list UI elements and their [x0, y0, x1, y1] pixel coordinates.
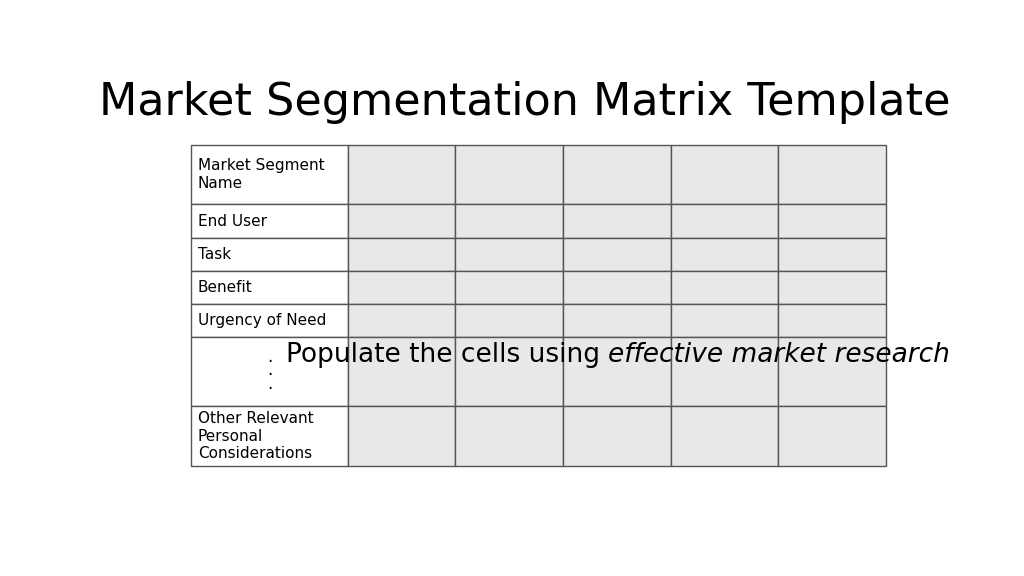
Text: Populate the cells using: Populate the cells using — [286, 342, 608, 368]
Bar — [456, 271, 563, 304]
Bar — [563, 271, 671, 304]
Bar — [191, 145, 348, 204]
Text: .: . — [267, 362, 272, 380]
Bar — [671, 238, 778, 271]
Bar — [563, 238, 671, 271]
Bar — [348, 271, 456, 304]
Bar — [348, 204, 456, 238]
Text: Task: Task — [198, 247, 231, 262]
Text: Other Relevant
Personal
Considerations: Other Relevant Personal Considerations — [198, 411, 313, 461]
Bar — [563, 204, 671, 238]
Bar — [671, 271, 778, 304]
Bar — [563, 406, 671, 466]
Bar — [778, 271, 886, 304]
Bar — [191, 406, 348, 466]
Bar — [191, 204, 348, 238]
Bar — [778, 406, 886, 466]
Bar — [456, 338, 563, 406]
Bar — [456, 238, 563, 271]
Bar — [778, 238, 886, 271]
Text: End User: End User — [198, 214, 267, 229]
Bar — [348, 238, 456, 271]
Bar — [778, 204, 886, 238]
Text: Market Segment
Name: Market Segment Name — [198, 158, 325, 191]
Bar — [191, 304, 348, 338]
Text: Benefit: Benefit — [198, 280, 253, 295]
Bar — [456, 204, 563, 238]
Bar — [671, 338, 778, 406]
Bar — [778, 304, 886, 338]
Bar — [778, 338, 886, 406]
Bar — [191, 338, 348, 406]
Bar — [778, 145, 886, 204]
Bar — [671, 406, 778, 466]
Bar — [563, 304, 671, 338]
Bar — [456, 406, 563, 466]
Bar — [348, 304, 456, 338]
Bar — [671, 304, 778, 338]
Bar — [456, 304, 563, 338]
Bar — [191, 271, 348, 304]
Text: Market Segmentation Matrix Template: Market Segmentation Matrix Template — [99, 81, 950, 124]
Text: .: . — [267, 348, 272, 366]
Text: Urgency of Need: Urgency of Need — [198, 313, 327, 328]
Bar — [671, 145, 778, 204]
Bar — [348, 145, 456, 204]
Bar — [563, 145, 671, 204]
Bar — [348, 406, 456, 466]
Bar — [671, 204, 778, 238]
Text: .: . — [267, 375, 272, 393]
Bar — [191, 238, 348, 271]
Text: effective market research: effective market research — [608, 342, 950, 368]
Bar — [348, 338, 456, 406]
Bar — [563, 338, 671, 406]
Bar — [456, 145, 563, 204]
